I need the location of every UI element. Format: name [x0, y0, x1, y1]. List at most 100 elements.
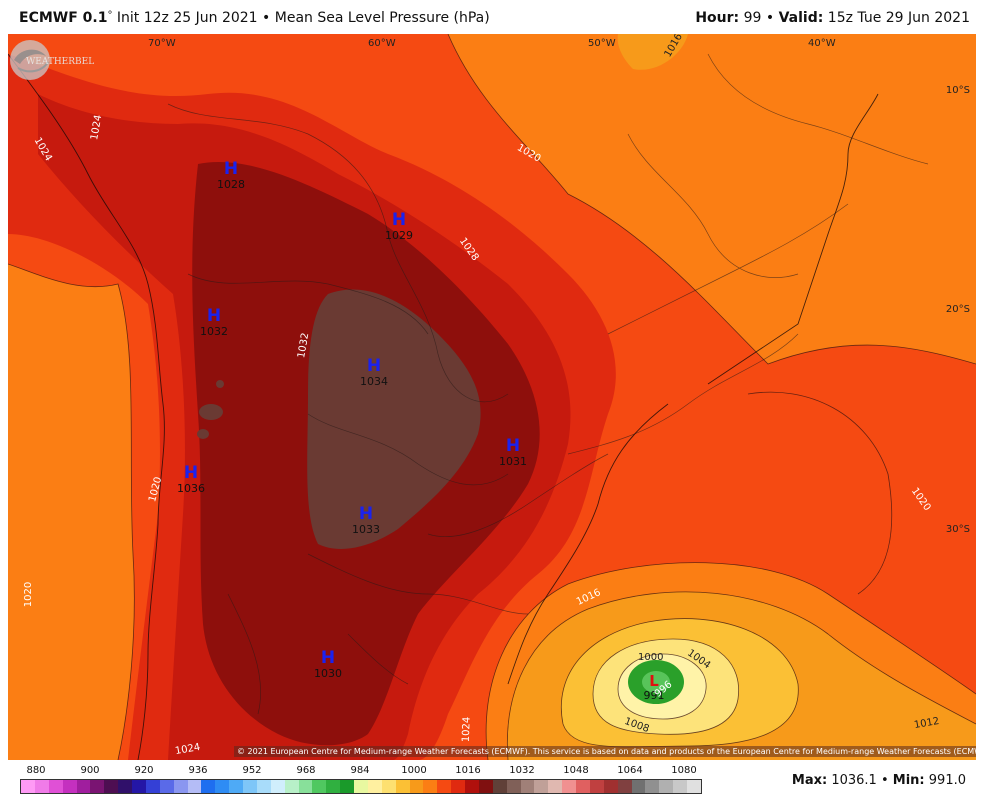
colorbar-swatch: [437, 780, 452, 793]
colorbar-swatch: [381, 780, 396, 793]
header-left: ECMWF 0.1° Init 12z 25 Jun 2021 • Mean S…: [19, 10, 490, 26]
colorbar: [20, 779, 702, 794]
colorbar-swatch: [326, 780, 341, 793]
colorbar-swatch: [478, 780, 493, 793]
lon-label-70w: 70°W: [148, 38, 176, 49]
high-symbol: H: [366, 356, 382, 376]
colorbar-swatch: [159, 780, 174, 793]
lat-label-10s: 10°S: [945, 85, 970, 96]
high-symbol: H: [206, 306, 222, 326]
colorbar-swatch: [631, 780, 646, 793]
colorbar-labels: 880 900 920 936 952 968 984 1000 1016 1032 1048 106…: [20, 765, 700, 779]
lat-label-30s: 30°S: [945, 524, 970, 535]
high-value: 1032: [200, 325, 228, 338]
pressure-region: [642, 671, 670, 693]
colorbar-swatch: [395, 780, 410, 793]
colorbar-swatch: [298, 780, 313, 793]
colorbar-swatch: [48, 780, 63, 793]
lon-label-60w: 60°W: [368, 38, 396, 49]
high-symbol: H: [183, 463, 199, 483]
colorbar-tick-label: 1064: [617, 765, 643, 776]
high-pressure-center: H 1032: [194, 307, 234, 338]
colorbar-swatch: [687, 780, 701, 793]
separator-dot: •: [262, 10, 271, 26]
colorbar-swatch: [201, 780, 216, 793]
high-pressure-center: H 1030: [308, 649, 348, 680]
legend-bar: 880 900 920 936 952 968 984 1000 1016 1032 1048 106…: [0, 760, 984, 808]
colorbar-swatch: [118, 780, 132, 793]
max-label: Max:: [791, 773, 828, 788]
pressure-region: [216, 380, 224, 388]
colorbar-tick-label: 920: [134, 765, 154, 776]
colorbar-tick-label: 1048: [563, 765, 589, 776]
colorbar-swatch: [340, 780, 354, 793]
colorbar-swatch: [243, 780, 257, 793]
hour-value: 99: [743, 10, 762, 26]
high-pressure-center: H 1031: [493, 437, 533, 468]
colorbar-swatch: [354, 780, 368, 793]
colorbar-swatch: [520, 780, 535, 793]
colorbar-swatch: [187, 780, 202, 793]
pressure-region: [307, 289, 481, 549]
colorbar-tick-label: 984: [350, 765, 370, 776]
colorbar-swatch: [229, 780, 243, 793]
high-symbol: H: [223, 159, 239, 179]
colorbar-swatch: [506, 780, 521, 793]
pressure-region: [199, 404, 223, 420]
colorbar-swatch: [465, 780, 479, 793]
logo-text: WEATHERBELL: [26, 57, 94, 67]
high-pressure-center: H 1033: [346, 505, 386, 536]
colorbar-swatch: [409, 780, 424, 793]
colorbar-swatch: [603, 780, 618, 793]
min-label: Min:: [892, 773, 925, 788]
colorbar-swatch: [90, 780, 105, 793]
high-pressure-center: H 1029: [379, 211, 419, 242]
product-name: Mean Sea Level Pressure (hPa): [274, 10, 490, 26]
colorbar-tick-label: 936: [188, 765, 208, 776]
low-pressure-center: L 991: [634, 672, 674, 703]
high-value: 1034: [360, 375, 388, 388]
colorbar-swatch: [589, 780, 604, 793]
colorbar-swatch: [145, 780, 160, 793]
colorbar-swatch: [534, 780, 549, 793]
colorbar-swatch: [132, 780, 146, 793]
colorbar-swatch: [270, 780, 285, 793]
model-name: ECMWF 0.1: [19, 10, 108, 26]
contour-label: 1024: [460, 716, 473, 743]
high-symbol: H: [358, 504, 374, 524]
colorbar-tick-label: 880: [26, 765, 46, 776]
min-value: 991.0: [928, 773, 966, 788]
colorbar-swatch: [76, 780, 91, 793]
colorbar-swatch: [617, 780, 632, 793]
separator-dot: •: [880, 773, 889, 788]
colorbar-tick-label: 952: [242, 765, 262, 776]
colorbar-swatch: [34, 780, 49, 793]
colorbar-swatch: [673, 780, 687, 793]
lat-label-20s: 20°S: [945, 304, 970, 315]
lon-label-50w: 50°W: [588, 38, 616, 49]
weatherbell-logo-icon: WEATHERBELL: [10, 40, 94, 80]
colorbar-swatch: [562, 780, 576, 793]
lon-label-40w: 40°W: [808, 38, 836, 49]
colorbar-swatch: [256, 780, 271, 793]
colorbar-swatch: [576, 780, 590, 793]
pressure-map: 70°W 60°W 50°W 40°W 10°S 20°S 30°S H 102…: [8, 34, 976, 760]
colorbar-swatch: [367, 780, 382, 793]
high-pressure-center: H 1028: [211, 160, 251, 191]
hour-label: Hour:: [695, 10, 740, 26]
valid-value: 15z Tue 29 Jun 2021: [827, 10, 970, 26]
pressure-region: [8, 264, 135, 760]
pressure-region: [197, 429, 209, 439]
high-value: 1036: [177, 482, 205, 495]
valid-label: Valid:: [778, 10, 824, 26]
header-right: Hour: 99 • Valid: 15z Tue 29 Jun 2021: [695, 10, 970, 26]
high-symbol: H: [320, 648, 336, 668]
low-symbol: L: [649, 672, 659, 690]
colorbar-swatch: [21, 780, 35, 793]
colorbar-swatch: [645, 780, 660, 793]
high-symbol: H: [391, 210, 407, 230]
colorbar-tick-label: 968: [296, 765, 316, 776]
pressure-field: [8, 34, 976, 760]
degree-symbol: °: [107, 10, 113, 21]
contour-label: 1000: [638, 652, 664, 663]
